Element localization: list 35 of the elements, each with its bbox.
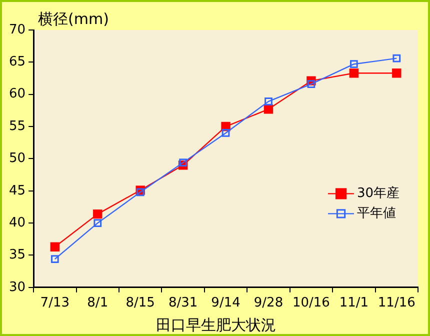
point [222,129,230,137]
x-tick-label: 10/16 [292,296,330,311]
x-tick-label: 8/15 [126,296,155,311]
x-tick-label: 11/16 [378,296,416,311]
point [94,219,102,227]
point [93,209,102,219]
x-tick-label: 7/13 [40,296,70,311]
x-axis-title: 田口早生肥大状況 [156,316,276,334]
y-tick-label: 65 [8,54,26,70]
x-tick-label: 8/1 [87,296,108,311]
y-tick-label: 50 [8,151,26,166]
point [392,68,402,78]
point [136,188,144,196]
y-tick-label: 60 [8,86,26,102]
legend-label: 30年産 [357,185,400,202]
y-tick-label: 55 [8,118,26,134]
point [350,60,358,68]
point [264,97,272,106]
x-tick-label: 8/31 [168,296,198,311]
x-tick-label: 9/28 [254,296,284,311]
y-axis-title: 横径(mm) [38,10,109,28]
legend-label: 平年値 [357,206,396,222]
point [179,158,187,166]
y-tick-label: 35 [8,248,26,263]
y-tick-label: 45 [8,183,26,198]
point [392,54,401,62]
point [349,68,359,78]
y-tick-label: 40 [8,215,26,230]
point [50,242,60,252]
point [50,255,59,264]
x-tick-label: 9/14 [211,296,240,311]
point [307,80,316,88]
y-tick-label: 30 [8,280,26,295]
x-tick-label: 11/1 [339,296,369,311]
y-tick-label: 70 [8,22,26,38]
